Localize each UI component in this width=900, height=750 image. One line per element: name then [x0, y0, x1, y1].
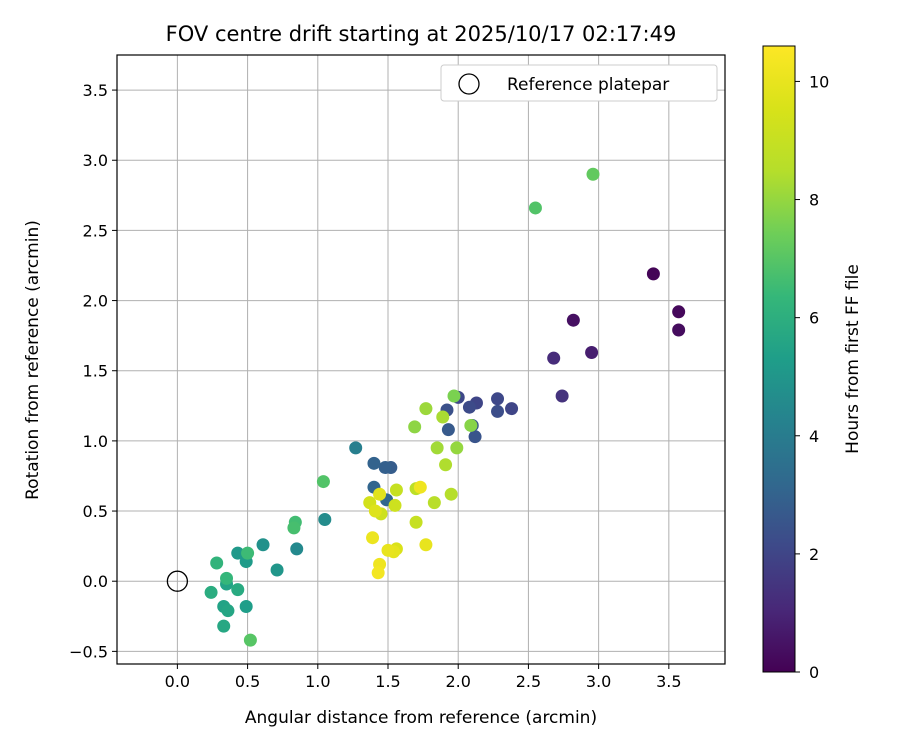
- data-point: [439, 458, 453, 472]
- x-tick-label: 3.5: [656, 672, 681, 691]
- data-point: [419, 538, 433, 552]
- data-point: [318, 512, 332, 526]
- data-point: [389, 483, 403, 497]
- y-tick-label: 1.5: [83, 362, 108, 381]
- colorbar-label: Hours from first FF file: [843, 264, 863, 454]
- data-point: [241, 546, 255, 560]
- legend-marker: [458, 73, 480, 95]
- data-point: [413, 480, 427, 494]
- y-tick-label: 1.0: [83, 432, 108, 451]
- data-point: [441, 423, 455, 437]
- colorbar: 0 2 4 6 8 10 Hours from first FF file: [762, 45, 863, 682]
- grid-lines: [117, 55, 725, 664]
- data-point: [427, 496, 441, 510]
- legend: Reference platepar: [440, 64, 718, 102]
- y-tick-label: 0.0: [83, 572, 108, 591]
- data-point: [436, 410, 450, 424]
- data-point: [555, 389, 569, 403]
- data-point: [243, 633, 257, 647]
- data-point: [491, 404, 505, 418]
- colorbar-ticks: 0 2 4 6 8 10: [795, 72, 829, 682]
- y-axis-ticks: −0.5 0.0 0.5 1.0 1.5 2.0 2.5 3.0 3.5: [69, 81, 117, 661]
- data-point: [528, 201, 542, 215]
- x-axis-label: Angular distance from reference (arcmin): [245, 708, 597, 728]
- data-point: [444, 487, 458, 501]
- data-point: [316, 475, 330, 489]
- y-tick-label: 2.5: [83, 221, 108, 240]
- data-point: [388, 498, 402, 512]
- data-point: [672, 323, 686, 337]
- data-point: [371, 566, 385, 580]
- data-point: [672, 305, 686, 319]
- data-point: [287, 521, 301, 535]
- data-point: [349, 441, 363, 455]
- plot-frame: [116, 54, 726, 665]
- data-point: [409, 515, 423, 529]
- y-tick-label: −0.5: [69, 642, 108, 661]
- data-point: [585, 345, 599, 359]
- data-point: [367, 456, 381, 470]
- x-tick-label: 1.0: [305, 672, 330, 691]
- colorbar-tick-label: 4: [809, 427, 819, 446]
- data-point: [381, 543, 395, 557]
- reference-marker: [166, 570, 189, 592]
- data-point: [468, 430, 482, 444]
- data-point: [419, 402, 433, 416]
- y-tick-label: 3.0: [83, 151, 108, 170]
- colorbar-gradient: [762, 45, 796, 673]
- colorbar-tick-label: 10: [809, 72, 829, 91]
- data-point: [464, 418, 478, 432]
- x-tick-label: 2.0: [445, 672, 470, 691]
- data-point: [505, 402, 519, 416]
- x-tick-label: 0.5: [235, 672, 260, 691]
- data-point: [366, 531, 380, 545]
- colorbar-tick-label: 8: [809, 191, 819, 210]
- x-tick-label: 2.5: [516, 672, 541, 691]
- y-tick-label: 2.0: [83, 292, 108, 311]
- reference-point: [166, 570, 189, 592]
- data-point: [220, 571, 234, 585]
- colorbar-tick-label: 2: [809, 545, 819, 564]
- y-axis-label: Rotation from reference (arcmin): [23, 220, 43, 500]
- x-tick-label: 0.0: [165, 672, 190, 691]
- colorbar-tick-label: 0: [809, 663, 819, 682]
- data-point: [566, 313, 580, 327]
- data-point: [462, 400, 476, 414]
- data-point: [290, 542, 304, 556]
- data-point: [373, 487, 387, 501]
- x-tick-label: 1.5: [375, 672, 400, 691]
- data-point: [221, 604, 235, 618]
- data-point: [231, 546, 245, 560]
- data-point: [586, 167, 600, 181]
- data-point: [491, 392, 505, 406]
- data-point: [547, 351, 561, 365]
- data-points: [204, 167, 686, 647]
- data-point: [408, 420, 422, 434]
- legend-label: Reference platepar: [507, 75, 669, 95]
- data-point: [231, 583, 245, 597]
- x-tick-label: 3.0: [586, 672, 611, 691]
- x-axis-ticks: 0.0 0.5 1.0 1.5 2.0 2.5 3.0 3.5: [165, 664, 682, 691]
- colorbar-tick-label: 6: [809, 309, 819, 328]
- y-tick-label: 0.5: [83, 502, 108, 521]
- chart-title: FOV centre drift starting at 2025/10/17 …: [166, 22, 677, 46]
- data-point: [256, 538, 270, 552]
- data-point: [646, 267, 660, 281]
- legend-box: [440, 64, 718, 102]
- y-tick-label: 3.5: [83, 81, 108, 100]
- data-point: [450, 441, 464, 455]
- data-point: [239, 599, 253, 613]
- data-point: [447, 389, 461, 403]
- data-point: [217, 619, 231, 633]
- data-point: [204, 585, 218, 599]
- data-point: [210, 556, 224, 570]
- data-point: [430, 441, 444, 455]
- data-point: [270, 563, 284, 577]
- data-point: [378, 461, 392, 475]
- data-point: [368, 504, 382, 518]
